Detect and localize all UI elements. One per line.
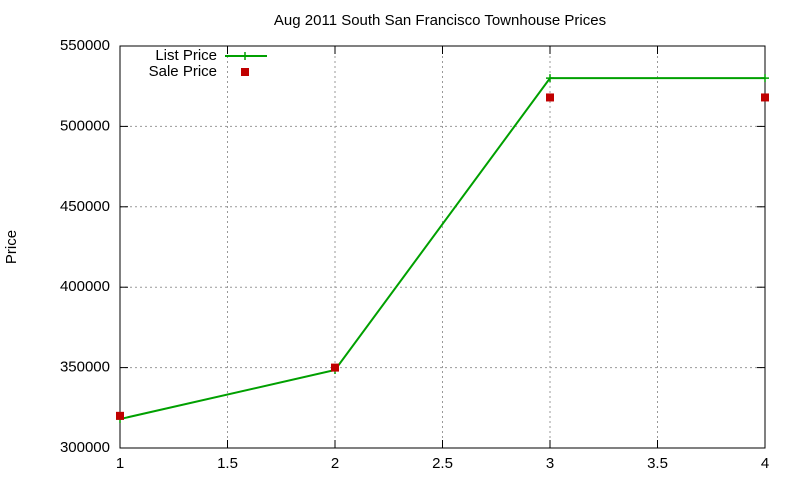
x-tick-label: 2.5 <box>432 455 453 472</box>
y-axis-label: Price <box>3 230 20 264</box>
y-tick-label: 500000 <box>60 117 110 134</box>
point <box>761 93 769 102</box>
point <box>331 363 339 372</box>
x-tick-label: 3.5 <box>647 455 668 472</box>
x-tick-label: 3 <box>546 455 554 472</box>
x-tick-label: 1 <box>116 455 124 472</box>
point <box>546 93 554 102</box>
x-tick-label: 2 <box>331 455 339 472</box>
x-tick-label: 4 <box>761 455 769 472</box>
x-tick-label: 1.5 <box>217 455 238 472</box>
y-tick-label: 550000 <box>60 37 110 54</box>
point <box>546 74 554 83</box>
series-line <box>119 77 765 421</box>
chart-title: Aug 2011 South San Francisco Townhouse P… <box>274 12 606 29</box>
point <box>761 74 769 83</box>
point <box>116 411 124 420</box>
legend-marker <box>241 68 249 76</box>
plot-frame <box>119 45 766 449</box>
legend-label: Sale Price <box>149 63 217 80</box>
y-tick-label: 350000 <box>60 359 110 376</box>
y-tick-label: 300000 <box>60 439 110 456</box>
y-tick-label: 400000 <box>60 278 110 295</box>
legend-marker <box>241 52 249 60</box>
legend-label: List Price <box>155 47 217 64</box>
y-tick-label: 450000 <box>60 198 110 215</box>
